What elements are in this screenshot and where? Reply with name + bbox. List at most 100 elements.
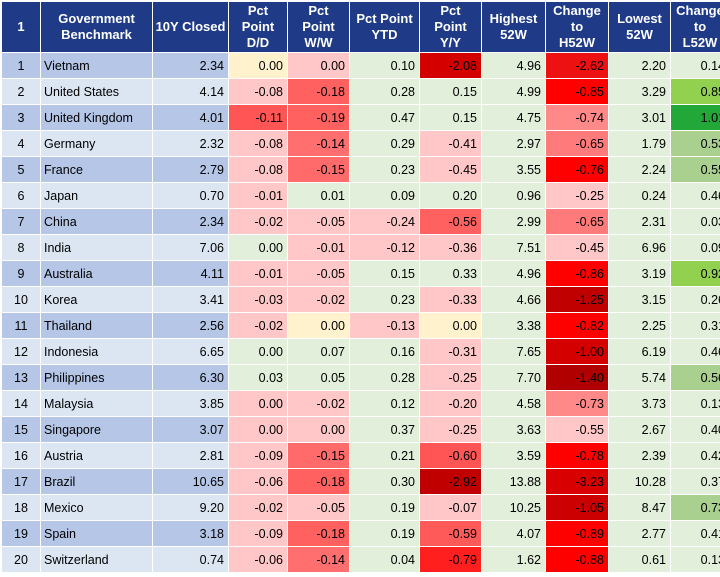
cell-10y-closed: 4.11 [153, 261, 229, 287]
cell-ww: 0.07 [288, 339, 350, 365]
cell-ytd: -0.24 [350, 209, 420, 235]
cell-yy: -0.20 [420, 391, 482, 417]
cell-change-h52w: -0.73 [546, 391, 609, 417]
cell-index: 7 [2, 209, 41, 235]
cell-change-h52w: -0.85 [546, 79, 609, 105]
cell-10y-closed: 2.32 [153, 131, 229, 157]
cell-lowest-52w: 0.24 [609, 183, 671, 209]
cell-highest-52w: 7.70 [482, 365, 546, 391]
cell-benchmark: Philippines [41, 365, 153, 391]
cell-lowest-52w: 3.19 [609, 261, 671, 287]
cell-10y-closed: 2.34 [153, 53, 229, 79]
cell-index: 10 [2, 287, 41, 313]
cell-ytd: 0.21 [350, 443, 420, 469]
cell-index: 2 [2, 79, 41, 105]
cell-change-l52w: 0.42 [671, 443, 720, 469]
cell-lowest-52w: 1.79 [609, 131, 671, 157]
cell-highest-52w: 3.55 [482, 157, 546, 183]
cell-index: 20 [2, 547, 41, 573]
header-index: 1 [2, 2, 41, 53]
cell-dd: -0.01 [229, 261, 288, 287]
cell-highest-52w: 2.97 [482, 131, 546, 157]
cell-benchmark: China [41, 209, 153, 235]
cell-ytd: 0.10 [350, 53, 420, 79]
cell-change-h52w: -1.25 [546, 287, 609, 313]
cell-10y-closed: 10.65 [153, 469, 229, 495]
cell-yy: -0.36 [420, 235, 482, 261]
cell-index: 8 [2, 235, 41, 261]
header-line: 1 [17, 19, 24, 34]
cell-ww: 0.00 [288, 313, 350, 339]
cell-dd: -0.02 [229, 495, 288, 521]
cell-dd: -0.09 [229, 443, 288, 469]
cell-yy: -0.45 [420, 157, 482, 183]
cell-change-h52w: -0.74 [546, 105, 609, 131]
cell-change-h52w: -0.25 [546, 183, 609, 209]
cell-dd: 0.00 [229, 417, 288, 443]
cell-yy: -0.59 [420, 521, 482, 547]
cell-change-l52w: 0.46 [671, 183, 720, 209]
cell-benchmark: France [41, 157, 153, 183]
cell-highest-52w: 4.96 [482, 261, 546, 287]
header-line: 10Y Closed [156, 19, 226, 34]
header-line: H52W [559, 35, 595, 50]
cell-lowest-52w: 2.77 [609, 521, 671, 547]
cell-change-h52w: -0.86 [546, 261, 609, 287]
cell-dd: -0.11 [229, 105, 288, 131]
cell-ytd: 0.19 [350, 521, 420, 547]
cell-10y-closed: 4.01 [153, 105, 229, 131]
cell-index: 6 [2, 183, 41, 209]
header-line: Change [676, 3, 720, 18]
cell-change-h52w: -2.62 [546, 53, 609, 79]
cell-change-l52w: 0.92 [671, 261, 720, 287]
cell-ww: 0.00 [288, 53, 350, 79]
header-line: Benchmark [61, 27, 132, 42]
cell-benchmark: Thailand [41, 313, 153, 339]
cell-ww: -0.18 [288, 79, 350, 105]
cell-ytd: 0.23 [350, 157, 420, 183]
cell-index: 13 [2, 365, 41, 391]
cell-dd: -0.08 [229, 157, 288, 183]
cell-ww: -0.14 [288, 547, 350, 573]
cell-ww: 0.00 [288, 417, 350, 443]
header-line: Y/Y [440, 35, 461, 50]
cell-lowest-52w: 3.73 [609, 391, 671, 417]
header-line: Point [302, 19, 335, 34]
cell-10y-closed: 2.79 [153, 157, 229, 183]
cell-yy: 0.33 [420, 261, 482, 287]
header-line: W/W [304, 35, 332, 50]
cell-change-h52w: -1.00 [546, 339, 609, 365]
cell-benchmark: Mexico [41, 495, 153, 521]
cell-ww: -0.01 [288, 235, 350, 261]
cell-benchmark: Malaysia [41, 391, 153, 417]
cell-ww: -0.02 [288, 287, 350, 313]
cell-ww: -0.05 [288, 495, 350, 521]
cell-change-h52w: -0.76 [546, 157, 609, 183]
cell-change-l52w: 0.41 [671, 521, 720, 547]
cell-change-l52w: 0.73 [671, 495, 720, 521]
cell-change-h52w: -1.05 [546, 495, 609, 521]
cell-index: 15 [2, 417, 41, 443]
cell-change-l52w: 0.46 [671, 339, 720, 365]
header-line: Government [58, 11, 135, 26]
cell-highest-52w: 4.96 [482, 53, 546, 79]
cell-ytd: 0.12 [350, 391, 420, 417]
cell-benchmark: Japan [41, 183, 153, 209]
cell-change-h52w: -0.55 [546, 417, 609, 443]
header-line: YTD [372, 27, 398, 42]
cell-yy: -0.56 [420, 209, 482, 235]
cell-benchmark: United States [41, 79, 153, 105]
header-line: Change [553, 3, 601, 18]
cell-yy: -0.33 [420, 287, 482, 313]
cell-index: 16 [2, 443, 41, 469]
